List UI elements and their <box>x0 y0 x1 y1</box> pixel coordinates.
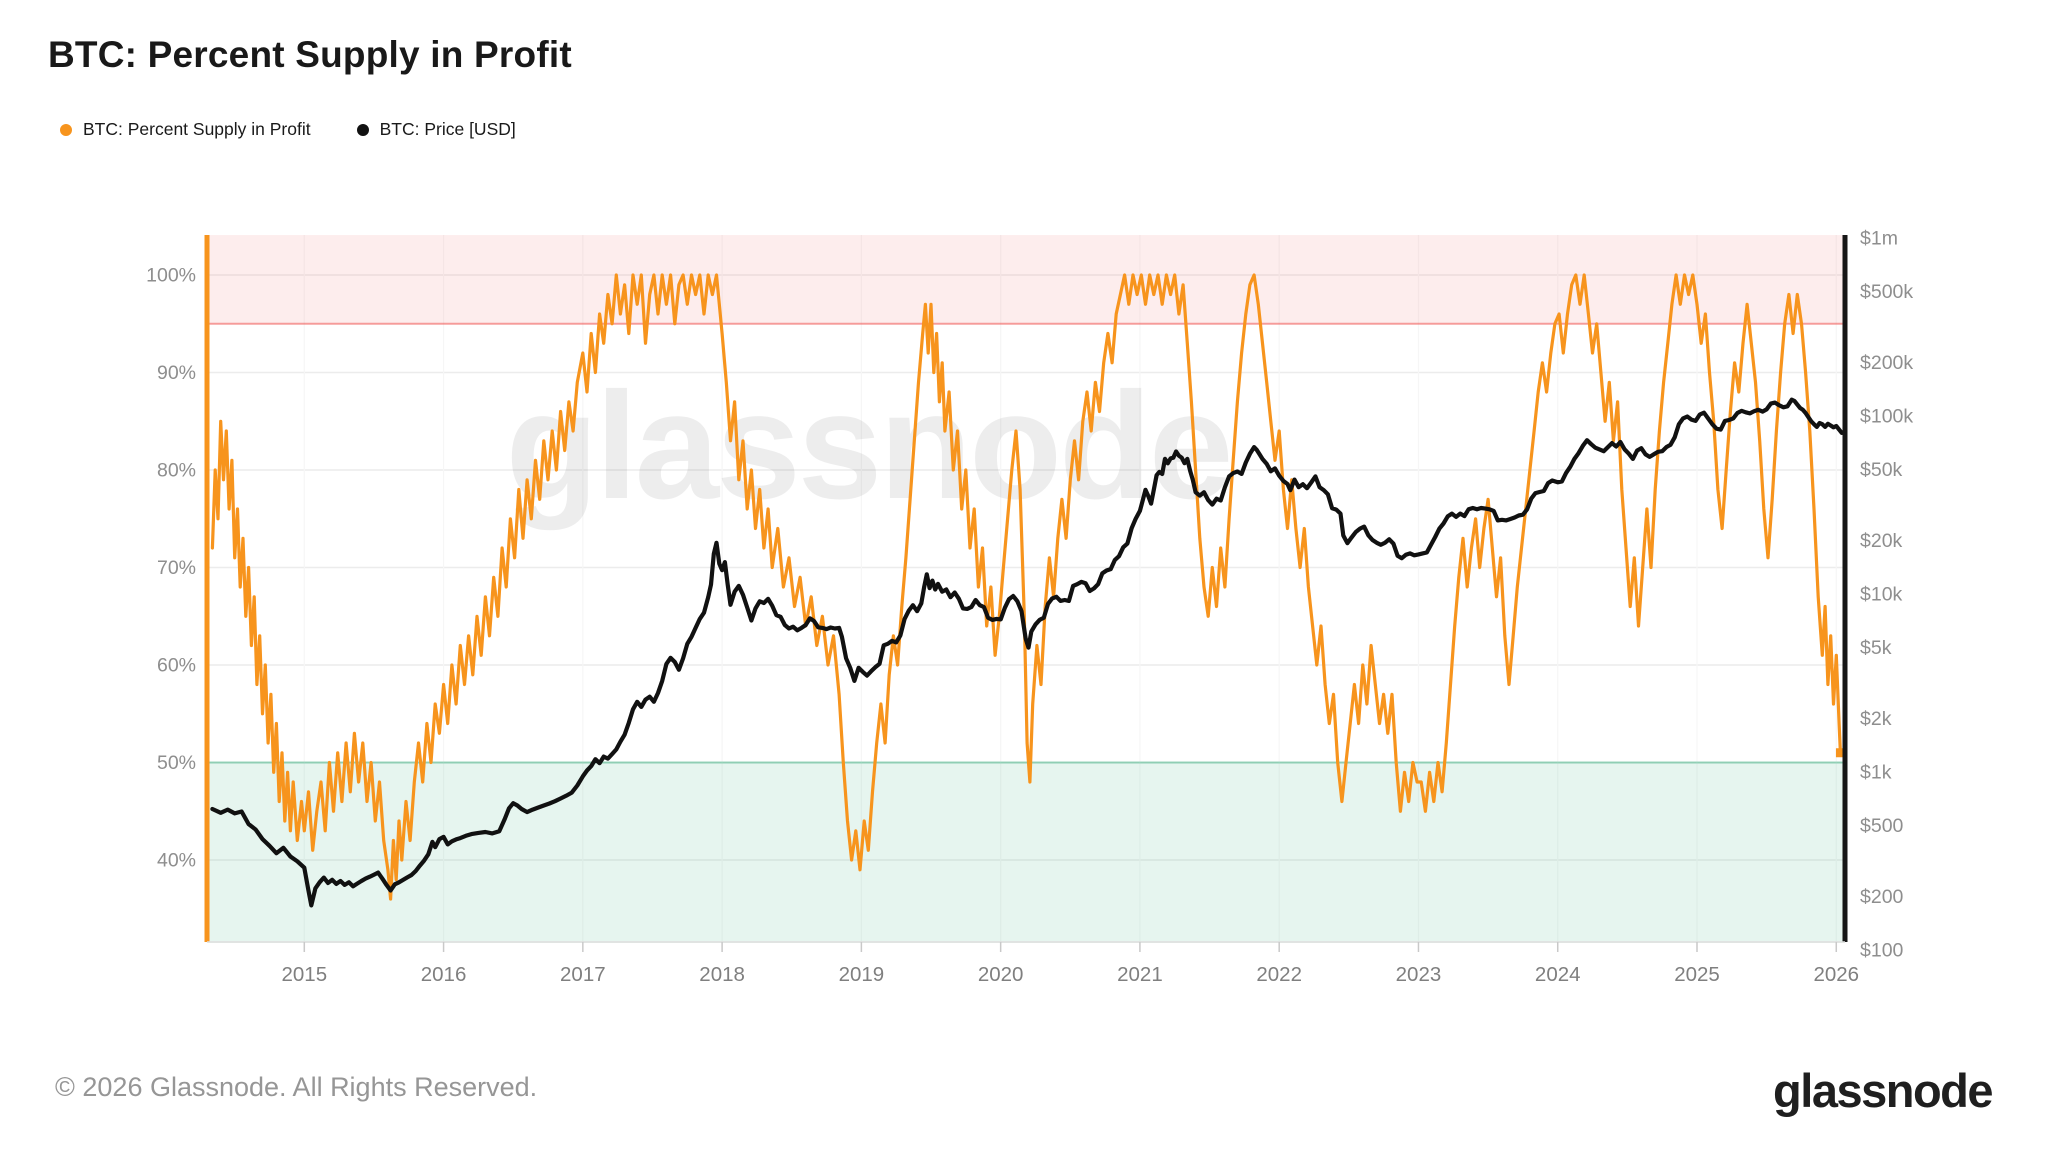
x-tick-label: 2017 <box>560 963 606 986</box>
x-tick-label: 2018 <box>699 963 745 986</box>
y-right-tick-label: $5k <box>1860 637 1892 659</box>
y-left-tick-label: 60% <box>157 655 196 677</box>
glassnode-watermark: glassnode <box>506 361 1231 531</box>
y-left-tick-label: 100% <box>146 265 196 287</box>
price-line <box>210 397 1844 908</box>
y-right-tick-label: $100k <box>1860 406 1913 428</box>
x-tick-label: 2026 <box>1813 963 1859 986</box>
y-right-tick-label: $500k <box>1860 281 1913 303</box>
x-tick-label: 2023 <box>1396 963 1442 986</box>
y-right-tick-label: $50k <box>1860 459 1903 481</box>
x-tick-label: 2024 <box>1535 963 1581 986</box>
y-left-tick-label: 40% <box>157 850 196 872</box>
y-right-tick-label: $20k <box>1860 530 1903 552</box>
x-tick-label: 2019 <box>839 963 885 986</box>
y-right-tick-label: $1k <box>1860 762 1892 784</box>
supply-in-profit-line <box>210 273 1843 901</box>
legend-item-supply-in-profit[interactable]: BTC: Percent Supply in Profit <box>60 119 311 140</box>
legend-dot-black-icon <box>356 123 369 136</box>
y-left-tick-label: 70% <box>157 557 196 579</box>
x-tick-label: 2015 <box>281 963 327 986</box>
latest-value-marker <box>1835 748 1845 758</box>
capitulation-zone-band <box>207 762 1845 943</box>
legend-label-price-usd: BTC: Price [USD] <box>379 119 516 139</box>
copyright-text: © 2026 Glassnode. All Rights Reserved. <box>55 1072 538 1102</box>
y-right-tick-label: $500 <box>1860 815 1904 837</box>
x-tick-label: 2025 <box>1674 963 1720 986</box>
y-left-tick-label: 90% <box>157 362 196 384</box>
x-tick-label: 2020 <box>978 963 1024 986</box>
y-left-tick-label: 80% <box>157 460 196 482</box>
legend-dot-orange-icon <box>60 123 72 136</box>
y-right-tick-label: $100 <box>1860 940 1904 962</box>
chart-legend: BTC: Percent Supply in Profit BTC: Price… <box>60 119 516 140</box>
y-right-tick-label: $200 <box>1860 886 1904 908</box>
glassnode-logo: glassnode <box>1773 1064 1993 1117</box>
x-tick-label: 2021 <box>1117 963 1163 986</box>
euphoria-zone-band <box>207 235 1845 324</box>
page-title: BTC: Percent Supply in Profit <box>48 34 572 75</box>
legend-label-supply-in-profit: BTC: Percent Supply in Profit <box>83 119 311 139</box>
x-tick-label: 2016 <box>421 963 467 986</box>
y-right-tick-label: $1m <box>1860 228 1898 250</box>
legend-item-price-usd[interactable]: BTC: Price [USD] <box>356 119 516 140</box>
y-right-tick-label: $10k <box>1860 584 1903 606</box>
y-right-tick-label: $2k <box>1860 708 1892 730</box>
y-left-tick-label: 50% <box>157 752 196 774</box>
y-right-tick-label: $200k <box>1860 352 1913 374</box>
x-tick-label: 2022 <box>1256 963 1302 986</box>
